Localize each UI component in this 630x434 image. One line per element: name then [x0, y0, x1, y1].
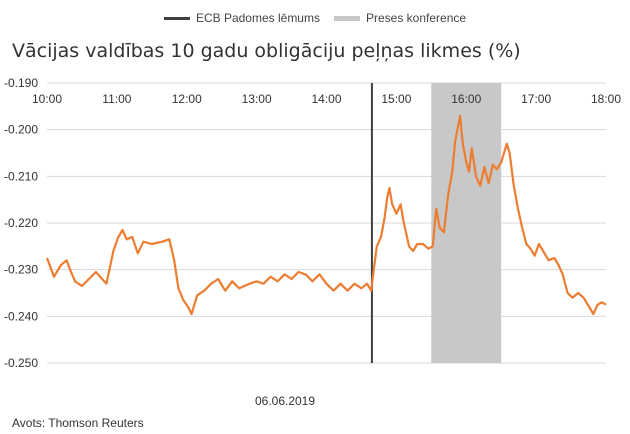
- y-axis-ticks: -0.190 -0.200 -0.210 -0.220 -0.230 -0.240 -0.2…: [4, 76, 38, 370]
- x-tick-label-5: 15:00: [381, 92, 411, 106]
- series-lines: [45, 114, 607, 316]
- x-tick-label-2: 12:00: [172, 92, 202, 106]
- date-label: 06.06.2019: [254, 394, 316, 408]
- press-conference-rect: [431, 83, 502, 363]
- x-tick-label-7: 17:00: [521, 92, 551, 106]
- press-conference-band: [431, 83, 502, 363]
- source-label: Avots: Thomson Reuters: [12, 416, 144, 430]
- chart-title: Vācijas valdības 10 gadu obligāciju peļņ…: [12, 40, 521, 62]
- series-line-0: [45, 114, 607, 316]
- y-tick-label-4: -0.230: [4, 263, 38, 277]
- x-tick-label-8: 18:00: [591, 92, 621, 106]
- legend-label-ecb-decision: ECB Padomes lēmums: [195, 11, 320, 25]
- x-axis-ticks: 10:00 11:00 12:00 13:00 14:00 15:00 16:00 17:00…: [32, 92, 621, 106]
- legend-item-ecb-decision: ECB Padomes lēmums: [163, 11, 320, 25]
- x-tick-label-6: 16:00: [451, 92, 481, 106]
- legend-label-press-conference: Preses konference: [365, 11, 467, 25]
- x-tick-label-4: 14:00: [311, 92, 341, 106]
- y-tick-label-6: -0.250: [4, 356, 38, 370]
- x-tick-label-0: 10:00: [32, 92, 62, 106]
- legend-swatch-ecb-decision: [163, 16, 190, 20]
- chart-legend: ECB Padomes lēmums Preses konference: [0, 11, 630, 25]
- y-tick-label-2: -0.210: [4, 169, 38, 183]
- y-tick-label-0: -0.190: [4, 76, 38, 90]
- y-tick-label-3: -0.220: [4, 216, 38, 230]
- x-tick-label-3: 13:00: [242, 92, 272, 106]
- legend-item-press-conference: Preses konference: [333, 11, 467, 25]
- legend-swatch-press-conference: [333, 15, 360, 21]
- y-tick-label-1: -0.200: [4, 123, 38, 137]
- x-tick-label-1: 11:00: [102, 92, 131, 106]
- y-tick-label-5: -0.240: [4, 309, 38, 323]
